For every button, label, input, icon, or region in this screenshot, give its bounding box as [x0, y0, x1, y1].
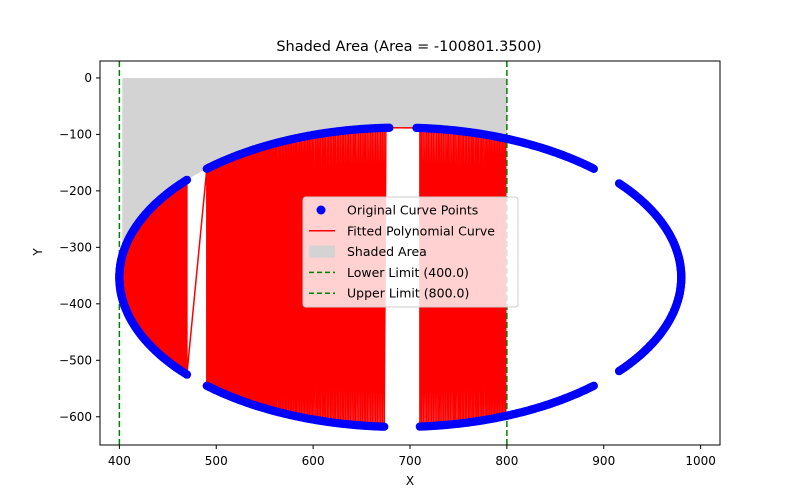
legend-marker-area: [309, 245, 335, 258]
y-tick-label: −300: [59, 240, 92, 254]
legend: Original Curve Points Fitted Polynomial C…: [302, 196, 519, 308]
x-tick-label: 800: [495, 454, 518, 468]
y-tick-label: −100: [59, 127, 92, 141]
x-tick-label: 700: [399, 454, 422, 468]
curve-point: [182, 175, 192, 185]
curve-point: [380, 422, 389, 431]
x-tick-label: 900: [592, 454, 615, 468]
curve-point: [589, 164, 598, 173]
y-tick-label: −500: [59, 353, 92, 367]
x-tick-label: 1000: [685, 454, 716, 468]
legend-label: Lower Limit (400.0): [347, 265, 469, 280]
legend-label: Upper Limit (800.0): [347, 286, 469, 301]
x-axis-ticks: 400 500 600 700 800 900 1000: [108, 445, 716, 468]
legend-label: Fitted Polynomial Curve: [347, 223, 495, 238]
x-tick-label: 500: [205, 454, 228, 468]
curve-point: [677, 273, 686, 282]
y-tick-label: −600: [59, 410, 92, 424]
x-axis-label: X: [406, 474, 414, 488]
legend-box: [302, 196, 519, 308]
curve-point: [385, 123, 394, 132]
curve-points-layer: [115, 123, 686, 431]
x-tick-label: 400: [108, 454, 131, 468]
curve-point: [589, 381, 598, 390]
x-tick-label: 600: [302, 454, 325, 468]
legend-label: Shaded Area: [347, 244, 427, 259]
chart-title: Shaded Area (Area = -100801.3500): [276, 39, 541, 55]
y-axis-label: Y: [31, 248, 45, 257]
plot-area: [115, 61, 686, 445]
y-tick-label: 0: [84, 71, 92, 85]
y-axis-ticks: 0 −100 −200 −300 −400 −500 −600: [59, 71, 100, 424]
legend-label: Original Curve Points: [347, 203, 478, 218]
y-tick-label: −400: [59, 297, 92, 311]
shaded-area-layer: [122, 77, 507, 253]
shaded-area: [122, 77, 507, 253]
y-tick-label: −200: [59, 184, 92, 198]
legend-marker-points: [316, 205, 326, 215]
curve-point: [182, 370, 192, 379]
